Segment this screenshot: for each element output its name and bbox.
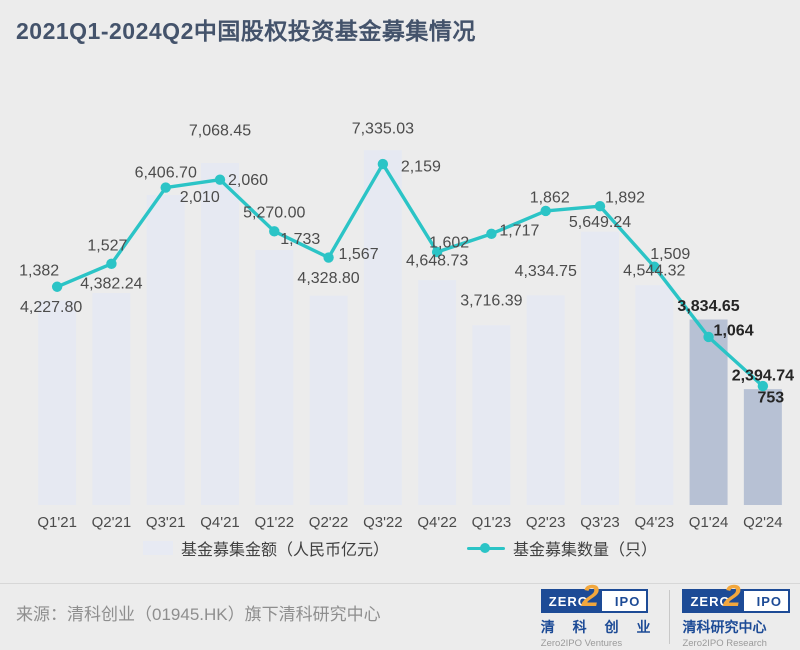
legend-count-label: 基金募集数量（只）: [513, 542, 658, 559]
logo-cn-name: 清 科 创 业: [540, 619, 658, 635]
x-axis-label-Q3'21: Q3'21: [146, 514, 186, 531]
bar-Q1'22: [255, 250, 294, 505]
bar-label-Q3'22: 7,335.03: [352, 121, 414, 138]
bar-Q3'22: [363, 150, 402, 506]
bar-Q2'21: [92, 293, 131, 505]
line-point-Q1'24: [703, 331, 714, 343]
count-line: [55, 162, 765, 388]
bar-label-Q4'21: 7,068.45: [189, 123, 251, 140]
line-label-Q3'21: 2,010: [180, 189, 220, 206]
line-label-Q2'24: 753: [758, 390, 785, 407]
bar-Q2'22: [309, 295, 348, 505]
x-axis-label-Q2'24: Q2'24: [743, 514, 783, 531]
bar-Q1'21: [38, 300, 77, 505]
x-axis-label-Q2'22: Q2'22: [309, 514, 349, 531]
zero2ipo-logo-icon: ZERO IPO 2: [540, 580, 649, 613]
x-axis-label-Q1'22: Q1'22: [255, 514, 295, 531]
line-label-Q1'24: 1,064: [714, 322, 754, 339]
bar-Q4'22: [418, 280, 457, 505]
line-label-Q2'22: 1,567: [339, 246, 379, 263]
line-point-Q3'22: [377, 158, 389, 170]
bar-Q3'21: [146, 195, 185, 506]
line-swatch-icon: [467, 543, 505, 553]
bar-Q4'21: [201, 163, 239, 506]
legend-amount-label: 基金募集金额（人民币亿元）: [180, 542, 389, 559]
zero2ipo-logo-icon: ZERO IPO 2: [682, 580, 790, 613]
line-point-Q2'23: [540, 205, 551, 217]
line-point-Q2'22: [323, 252, 334, 263]
line-point-Q2'24: [757, 380, 769, 392]
x-axis-label-Q1'21: Q1'21: [37, 514, 77, 531]
zero2ipo-research-logo: ZERO IPO 2 清科研究中心 Zero2IPO Research: [682, 580, 790, 649]
logo-ipo-text: IPO: [601, 589, 649, 613]
bar-label-Q3'23: 5,649.24: [569, 214, 631, 231]
line-point-Q1'23: [486, 228, 497, 240]
logo-two-text: 2: [581, 578, 600, 613]
line-point-Q1'21: [51, 281, 63, 292]
legend-item-amount: 基金募集金额（人民币亿元）: [142, 536, 389, 560]
logo-en-name: Zero2IPO Research: [682, 638, 767, 649]
line-label-Q4'22: 1,602: [429, 235, 469, 252]
bar-Q2'24: [743, 389, 782, 505]
bar-label-Q1'24: 3,834.65: [677, 298, 739, 315]
x-axis-label-Q4'21: Q4'21: [200, 514, 240, 531]
bar-label-Q4'23: 4,544.32: [623, 263, 685, 280]
line-point-Q2'21: [106, 258, 117, 270]
logo-zero-text: ZERO: [682, 589, 744, 613]
bar-label-Q3'21: 6,406.70: [135, 165, 197, 182]
logo-separator: [669, 590, 671, 644]
line-point-Q3'23: [594, 201, 606, 212]
bar-label-Q2'21: 4,382.24: [80, 276, 142, 293]
logo-zero-text: ZERO: [540, 589, 602, 613]
line-label-Q3'22: 2,159: [401, 159, 441, 176]
line-point-Q4'23: [649, 261, 660, 272]
line-label-Q1'23: 1,717: [499, 222, 539, 239]
legend-item-count: 基金募集数量（只）: [467, 536, 657, 560]
line-point-Q3'21: [160, 182, 171, 193]
bar-label-Q2'22: 4,328.80: [297, 270, 359, 287]
bar-Q3'23: [581, 231, 619, 505]
logo-two-text: 2: [723, 578, 741, 613]
logo-cn-name: 清科研究中心: [682, 619, 767, 635]
line-label-Q2'23: 1,862: [530, 189, 570, 206]
bar-Q4'23: [635, 285, 674, 505]
line-point-Q1'22: [269, 226, 280, 237]
x-axis-label-Q3'22: Q3'22: [363, 514, 403, 531]
x-axis-label-Q2'23: Q2'23: [526, 514, 566, 531]
line-point-Q4'21: [214, 174, 226, 185]
x-axis-label-Q3'23: Q3'23: [580, 514, 620, 531]
logo-en-name: Zero2IPO Ventures: [540, 638, 623, 649]
bar-swatch-icon: [142, 541, 173, 555]
x-axis-label-Q4'23: Q4'23: [635, 514, 675, 531]
x-axis-label-Q2'21: Q2'21: [92, 514, 132, 531]
bar-label-Q2'24: 2,394.74: [732, 368, 794, 385]
bar-Q2'23: [526, 295, 565, 505]
line-label-Q4'21: 2,060: [228, 172, 268, 189]
source-text: 来源：清科创业（01945.HK）旗下清科研究中心: [16, 605, 381, 624]
zero2ipo-ventures-logo: ZERO IPO 2 清 科 创 业 Zero2IPO Ventures: [540, 580, 658, 649]
line-label-Q3'23: 1,892: [605, 190, 645, 207]
x-axis-label-Q1'24: Q1'24: [689, 514, 729, 531]
line-label-Q1'22: 1,733: [280, 231, 320, 248]
bar-label-Q2'23: 4,334.75: [515, 263, 577, 280]
line-label-Q2'21: 1,527: [87, 237, 127, 254]
footer-logos: ZERO IPO 2 清 科 创 业 Zero2IPO Ventures ZER…: [540, 580, 790, 649]
bar-label-Q1'22: 5,270.00: [243, 205, 305, 222]
x-axis-label-Q4'22: Q4'22: [417, 514, 457, 531]
line-label-Q4'23: 1,509: [650, 246, 690, 263]
line-label-Q1'21: 1,382: [19, 262, 59, 279]
combo-chart: 4,227.80 4,382.24 6,406.70 7,068.45 5,270.00…: [19, 121, 794, 531]
logo-ipo-text: IPO: [743, 589, 790, 613]
bar-Q1'23: [472, 325, 511, 505]
bar-label-Q1'23: 3,716.39: [460, 293, 522, 310]
chart-legend: 基金募集金额（人民币亿元） 基金募集数量（只）: [0, 536, 800, 560]
x-axis-label-Q1'23: Q1'23: [472, 514, 512, 531]
line-point-Q4'22: [431, 246, 443, 258]
footer-divider: [0, 583, 800, 584]
bar-label-Q4'22: 4,648.73: [406, 253, 468, 270]
bar-label-Q1'21: 4,227.80: [20, 299, 82, 316]
page-title: 2021Q1-2024Q2中国股权投资基金募集情况: [16, 18, 476, 44]
